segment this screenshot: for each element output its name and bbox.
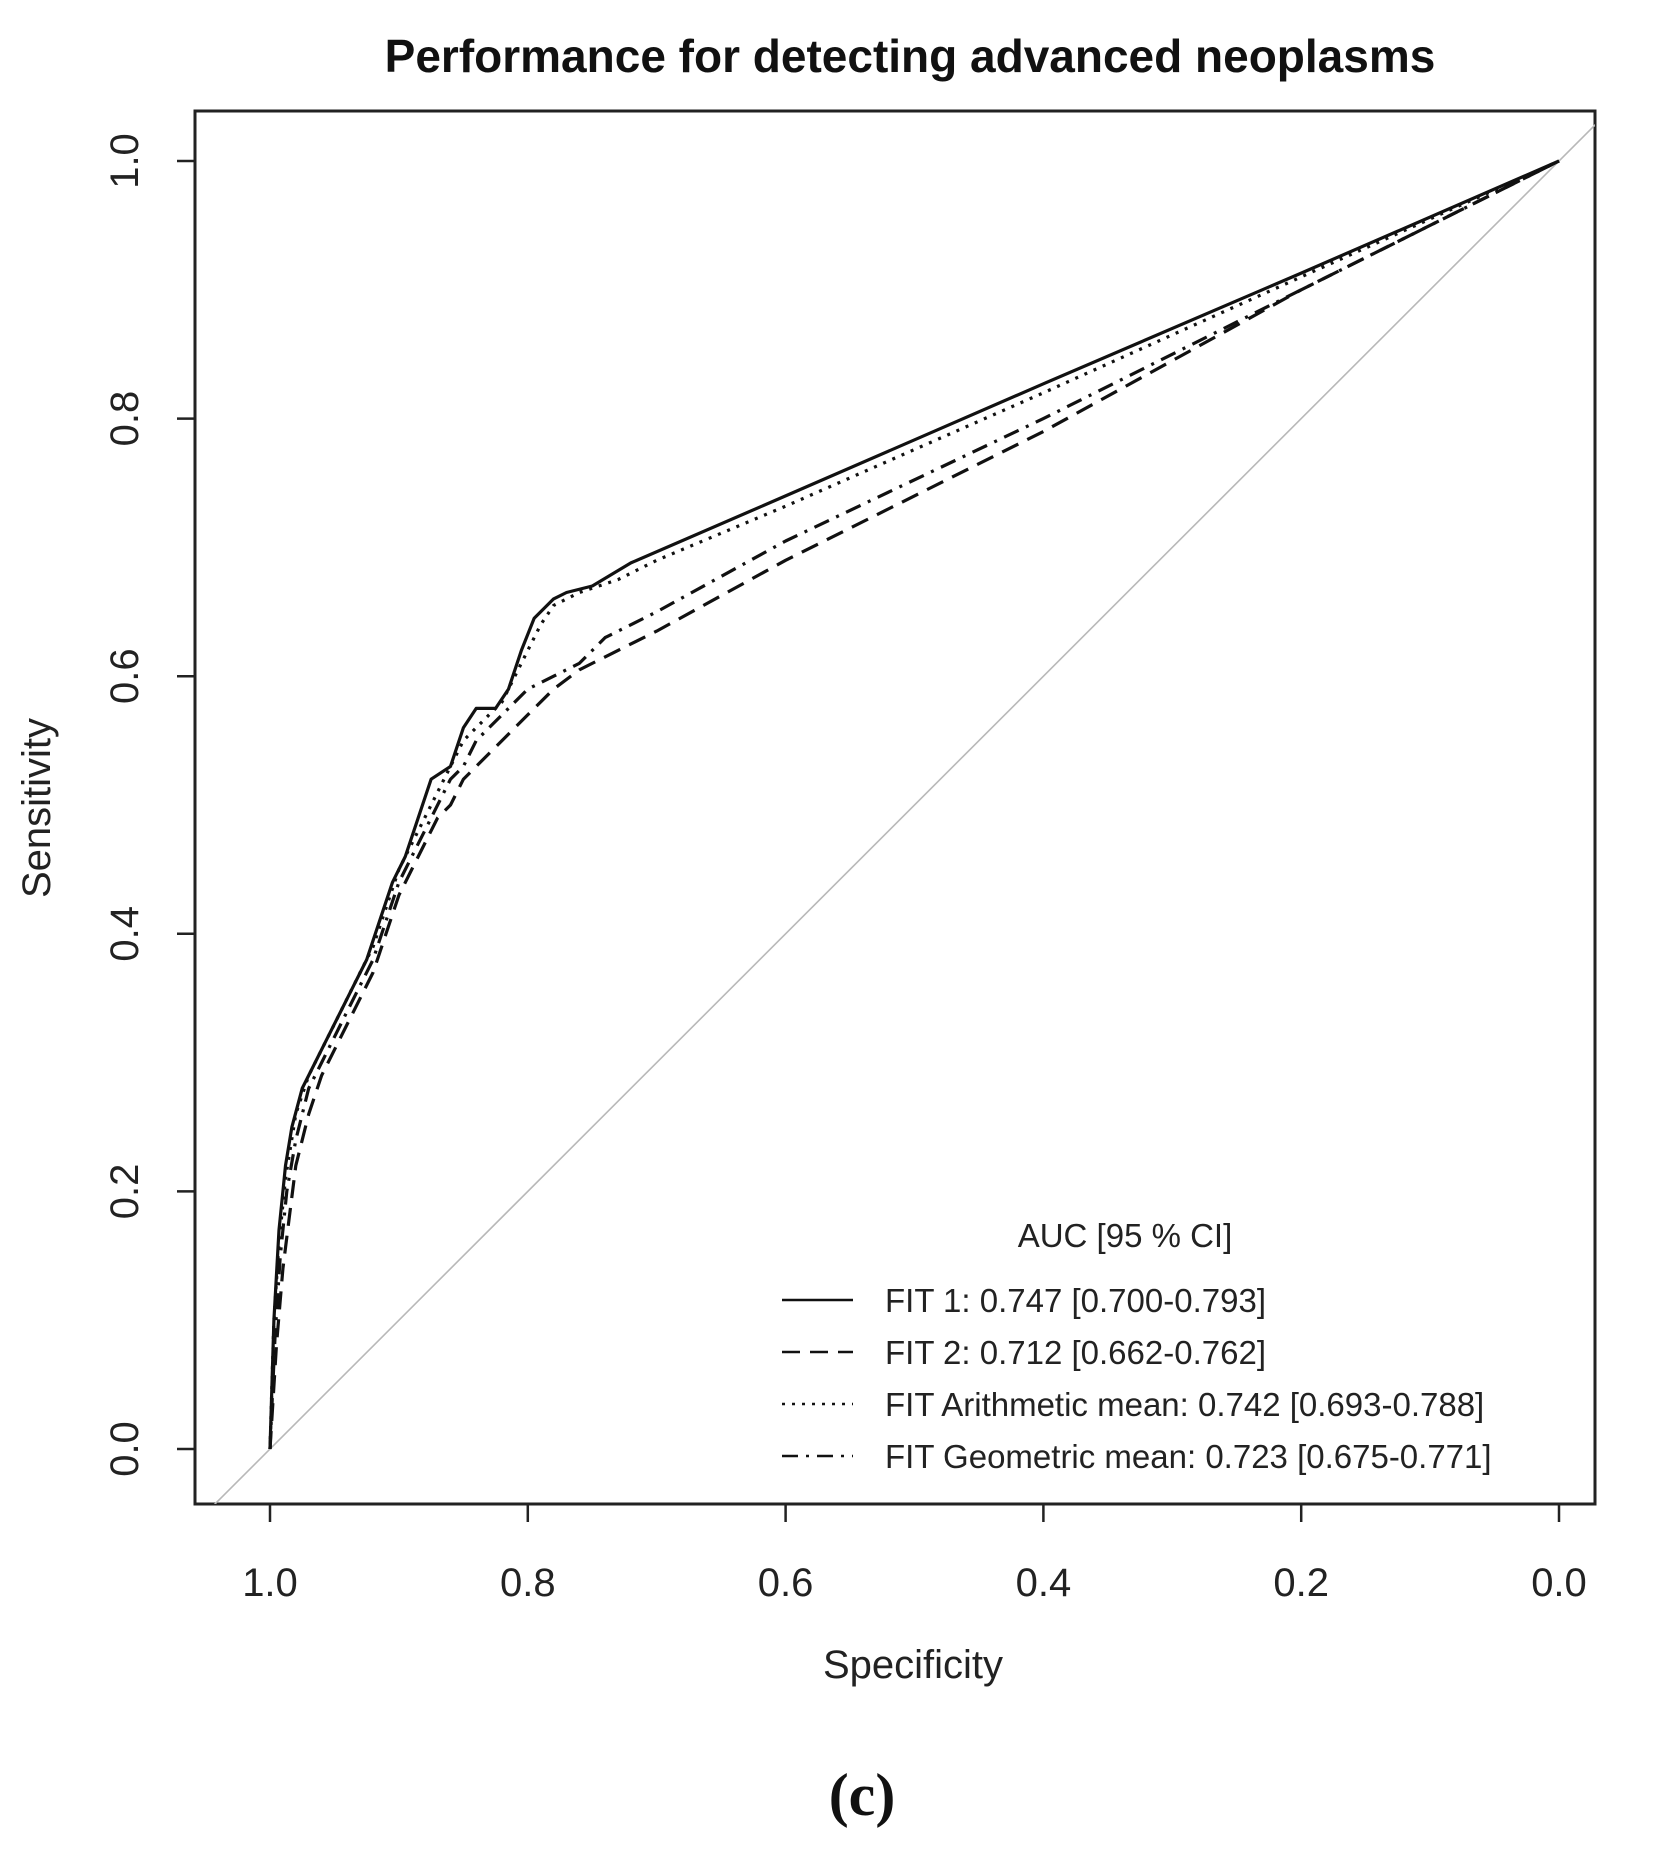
x-tick-label: 0.6 [758, 1561, 814, 1605]
x-axis: 1.0 0.8 0.6 0.4 0.2 0.0 [242, 1502, 1587, 1605]
legend: AUC [95 % CI] FIT 1: 0.747 [0.700-0.793]… [782, 1217, 1492, 1475]
panel-label: (c) [829, 1762, 896, 1828]
y-tick-label: 1.0 [103, 133, 147, 189]
x-tick-label: 0.0 [1531, 1561, 1587, 1605]
series-line-fit-arithmetic-mean [268, 159, 1560, 1450]
x-tick-label: 0.2 [1273, 1561, 1329, 1605]
y-tick-label: 0.0 [103, 1421, 147, 1477]
legend-label: FIT Geometric mean: 0.723 [0.675-0.771] [885, 1438, 1492, 1475]
y-tick-label: 0.2 [103, 1164, 147, 1220]
x-tick-label: 1.0 [242, 1561, 298, 1605]
legend-label: FIT 1: 0.747 [0.700-0.793] [885, 1282, 1266, 1319]
legend-label: FIT 2: 0.712 [0.662-0.762] [885, 1334, 1266, 1371]
y-tick-label: 0.6 [103, 648, 147, 704]
reference-diagonal [213, 123, 1595, 1504]
y-tick-label: 0.8 [103, 391, 147, 447]
x-axis-label: Specificity [823, 1643, 1003, 1687]
y-axis: 0.0 0.2 0.4 0.6 0.8 1.0 [103, 133, 197, 1477]
x-tick-label: 0.4 [1016, 1561, 1072, 1605]
x-tick-label: 0.8 [500, 1561, 556, 1605]
series-line-fit-geometric-mean [268, 159, 1560, 1450]
legend-title: AUC [95 % CI] [1018, 1217, 1233, 1254]
legend-label: FIT Arithmetic mean: 0.742 [0.693-0.788] [885, 1386, 1484, 1423]
series-line-fit-2 [268, 159, 1560, 1450]
y-tick-label: 0.4 [103, 906, 147, 962]
y-axis-label: Sensitivity [15, 718, 59, 898]
series-line-fit-1 [268, 159, 1560, 1450]
chart-title: Performance for detecting advanced neopl… [385, 30, 1436, 82]
